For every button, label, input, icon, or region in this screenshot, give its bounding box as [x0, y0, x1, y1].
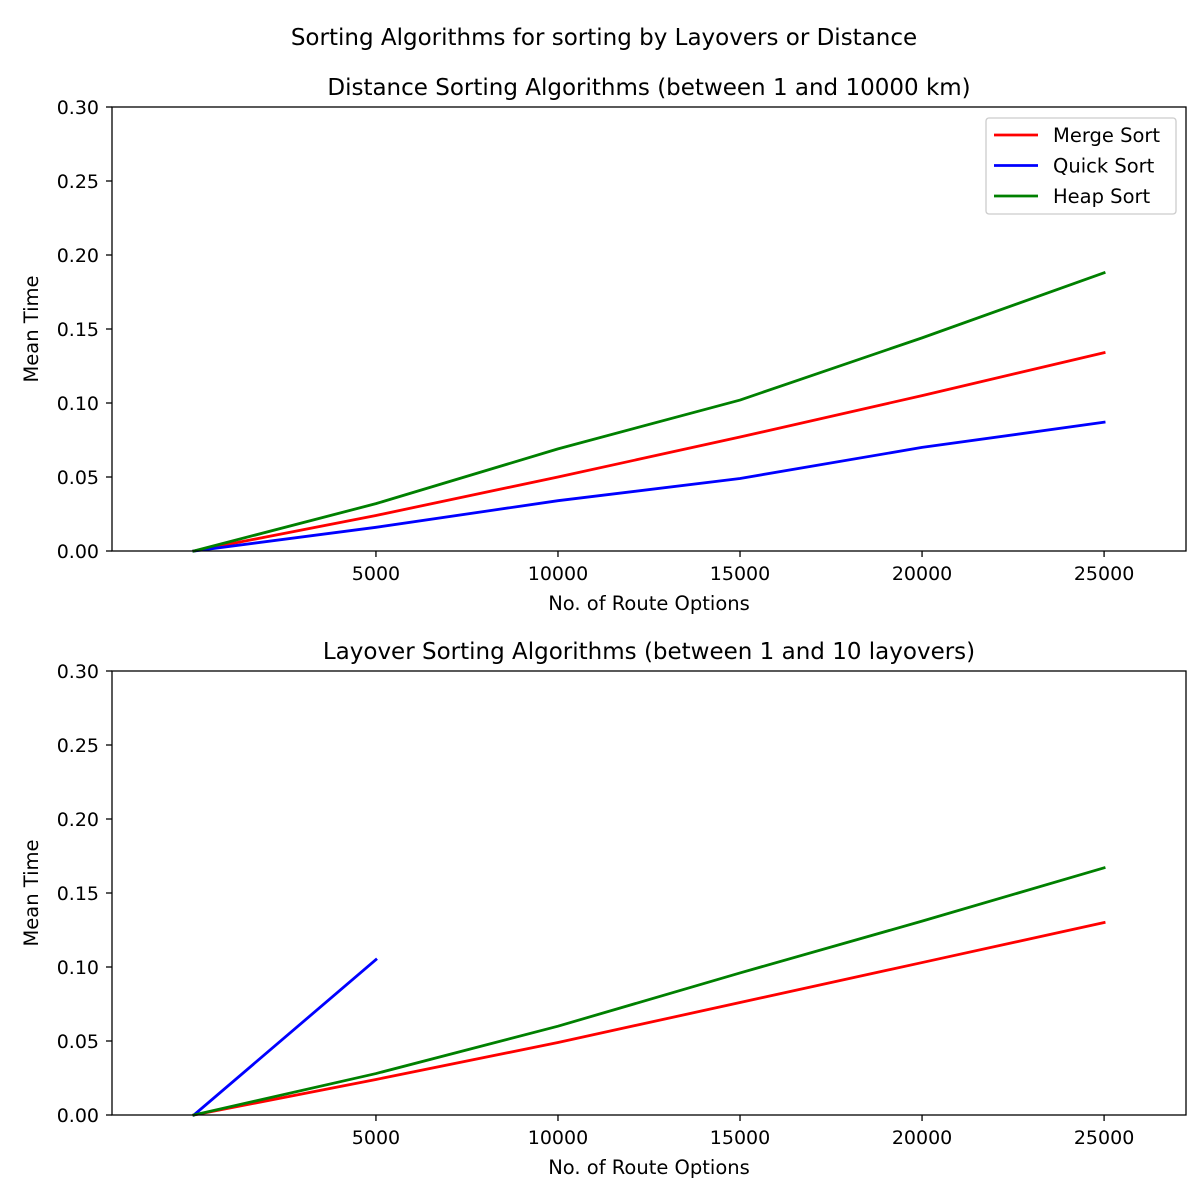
x-tick-label: 25000 [1074, 563, 1134, 585]
axis-ticks: 5000 10000 15000 20000 25000 0.00 0.05 0.10 0.15… [57, 97, 1187, 585]
figure-suptitle: Sorting Algorithms for sorting by Layove… [291, 25, 917, 51]
chart-title: Distance Sorting Algorithms (between 1 a… [327, 75, 970, 101]
layover-chart: Layover Sorting Algorithms (between 1 an… [20, 639, 1187, 1179]
y-tick-label: 0.15 [57, 883, 99, 905]
series-line-heap-sort [192, 866, 1106, 1117]
series-line-merge-sort [192, 920, 1106, 1117]
x-axis-label: No. of Route Options [548, 1156, 750, 1179]
y-tick-label: 0.30 [57, 661, 99, 683]
x-tick-label: 15000 [710, 1127, 770, 1149]
x-tick-label: 5000 [352, 1127, 400, 1149]
distance-chart: Distance Sorting Algorithms (between 1 a… [20, 75, 1187, 615]
plot-area [191, 866, 1106, 1117]
series-line-quick-sort [192, 420, 1106, 553]
chart-title: Layover Sorting Algorithms (between 1 an… [323, 639, 975, 665]
y-tick-label: 0.00 [57, 541, 99, 563]
y-tick-label: 0.10 [57, 393, 99, 415]
y-tick-label: 0.25 [57, 171, 99, 193]
series-line-quick-sort [191, 957, 378, 1117]
y-tick-label: 0.20 [57, 245, 99, 267]
y-axis-label: Mean Time [20, 839, 43, 946]
legend: Merge Sort Quick Sort Heap Sort [985, 117, 1177, 215]
legend-label: Quick Sort [1053, 155, 1155, 178]
x-tick-label: 20000 [892, 563, 952, 585]
y-axis-label: Mean Time [20, 275, 43, 382]
x-tick-label: 25000 [1074, 1127, 1134, 1149]
y-tick-label: 0.30 [57, 97, 99, 119]
y-tick-label: 0.05 [57, 1031, 99, 1053]
plot-area [192, 270, 1106, 553]
x-tick-label: 10000 [528, 1127, 588, 1149]
legend-label: Merge Sort [1053, 124, 1160, 147]
y-tick-label: 0.20 [57, 809, 99, 831]
y-tick-label: 0.25 [57, 735, 99, 757]
x-axis-label: No. of Route Options [548, 592, 750, 615]
series-line-merge-sort [192, 350, 1106, 553]
y-tick-label: 0.10 [57, 957, 99, 979]
y-tick-label: 0.05 [57, 467, 99, 489]
x-tick-label: 20000 [892, 1127, 952, 1149]
x-tick-label: 10000 [528, 563, 588, 585]
axis-ticks: 5000 10000 15000 20000 25000 0.00 0.05 0.10 0.15… [57, 661, 1187, 1149]
legend-frame [985, 117, 1177, 215]
series-line-heap-sort [192, 270, 1106, 553]
y-tick-label: 0.00 [57, 1105, 99, 1127]
legend-label: Heap Sort [1053, 185, 1151, 208]
x-tick-label: 5000 [352, 563, 400, 585]
x-tick-label: 15000 [710, 563, 770, 585]
y-tick-label: 0.15 [57, 319, 99, 341]
